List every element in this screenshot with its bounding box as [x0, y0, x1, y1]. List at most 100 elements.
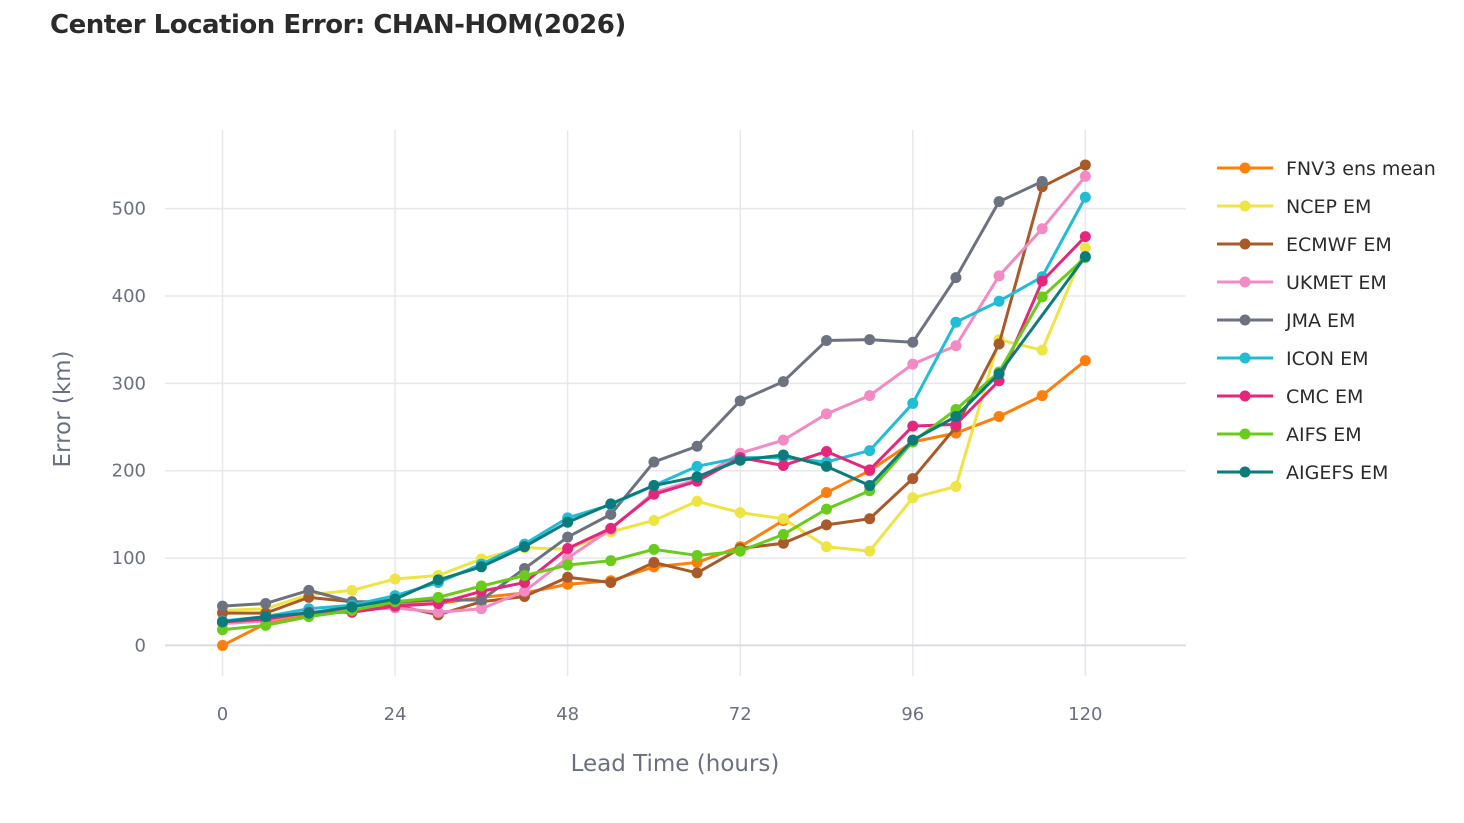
data-point[interactable] [864, 334, 876, 346]
data-point[interactable] [864, 464, 876, 476]
data-point[interactable] [907, 397, 919, 409]
data-point[interactable] [1036, 223, 1048, 235]
data-point[interactable] [907, 473, 919, 485]
data-point[interactable] [475, 580, 487, 592]
data-point[interactable] [217, 639, 229, 651]
data-point[interactable] [605, 577, 617, 589]
data-point[interactable] [691, 549, 703, 561]
data-point[interactable] [605, 555, 617, 567]
data-point[interactable] [777, 376, 789, 388]
data-point[interactable] [777, 537, 789, 549]
data-point[interactable] [691, 567, 703, 579]
legend-item[interactable]: FNV3 ens mean [1217, 158, 1436, 180]
data-point[interactable] [820, 445, 832, 457]
data-point[interactable] [907, 420, 919, 432]
data-point[interactable] [648, 556, 660, 568]
data-point[interactable] [519, 570, 531, 582]
legend-item[interactable]: CMC EM [1217, 386, 1363, 408]
data-point[interactable] [864, 513, 876, 525]
legend-item[interactable]: JMA EM [1217, 310, 1355, 332]
data-point[interactable] [993, 411, 1005, 423]
data-point[interactable] [389, 573, 401, 585]
data-point[interactable] [475, 603, 487, 615]
legend-item[interactable]: AIGEFS EM [1217, 462, 1388, 484]
data-point[interactable] [648, 543, 660, 555]
legend-item[interactable]: ECMWF EM [1217, 234, 1392, 256]
data-point[interactable] [777, 513, 789, 525]
data-point[interactable] [734, 395, 746, 407]
data-point[interactable] [1079, 191, 1091, 203]
data-point[interactable] [1036, 344, 1048, 356]
legend-item[interactable]: UKMET EM [1217, 272, 1387, 294]
data-point[interactable] [1036, 275, 1048, 287]
data-point[interactable] [907, 434, 919, 446]
data-point[interactable] [648, 514, 660, 526]
legend-item[interactable]: NCEP EM [1217, 196, 1371, 218]
data-point[interactable] [950, 316, 962, 328]
data-point[interactable] [562, 559, 574, 571]
data-point[interactable] [1079, 159, 1091, 171]
data-point[interactable] [432, 606, 444, 618]
data-point[interactable] [1079, 170, 1091, 182]
data-point[interactable] [993, 196, 1005, 208]
data-point[interactable] [777, 434, 789, 446]
data-point[interactable] [864, 390, 876, 402]
data-point[interactable] [993, 338, 1005, 350]
data-point[interactable] [519, 585, 531, 597]
data-point[interactable] [950, 340, 962, 352]
data-point[interactable] [217, 600, 229, 612]
data-point[interactable] [734, 507, 746, 519]
data-point[interactable] [303, 607, 315, 619]
data-point[interactable] [605, 498, 617, 510]
data-point[interactable] [820, 503, 832, 515]
data-point[interactable] [260, 597, 272, 609]
data-point[interactable] [691, 471, 703, 483]
data-point[interactable] [734, 545, 746, 557]
data-point[interactable] [820, 487, 832, 499]
data-point[interactable] [820, 519, 832, 531]
data-point[interactable] [907, 336, 919, 348]
data-point[interactable] [519, 541, 531, 553]
data-point[interactable] [820, 541, 832, 553]
data-point[interactable] [1036, 291, 1048, 303]
data-point[interactable] [864, 445, 876, 457]
data-point[interactable] [777, 449, 789, 461]
data-point[interactable] [346, 584, 358, 596]
data-point[interactable] [1079, 355, 1091, 367]
data-point[interactable] [648, 488, 660, 500]
data-point[interactable] [432, 574, 444, 586]
data-point[interactable] [1036, 390, 1048, 402]
data-point[interactable] [777, 459, 789, 471]
data-point[interactable] [691, 495, 703, 507]
data-point[interactable] [1079, 242, 1091, 254]
data-point[interactable] [864, 480, 876, 492]
data-point[interactable] [648, 480, 660, 492]
data-point[interactable] [950, 272, 962, 284]
data-point[interactable] [605, 508, 617, 520]
data-point[interactable] [950, 418, 962, 430]
data-point[interactable] [260, 611, 272, 623]
data-point[interactable] [864, 545, 876, 557]
data-point[interactable] [820, 408, 832, 420]
data-point[interactable] [907, 358, 919, 370]
data-point[interactable] [1079, 231, 1091, 243]
data-point[interactable] [562, 542, 574, 554]
data-point[interactable] [691, 460, 703, 472]
data-point[interactable] [993, 295, 1005, 307]
data-point[interactable] [648, 456, 660, 468]
data-point[interactable] [605, 522, 617, 534]
legend-item[interactable]: AIFS EM [1217, 424, 1362, 446]
data-point[interactable] [475, 561, 487, 573]
data-point[interactable] [562, 516, 574, 528]
data-point[interactable] [475, 594, 487, 606]
data-point[interactable] [1036, 176, 1048, 188]
data-point[interactable] [562, 571, 574, 583]
data-point[interactable] [260, 619, 272, 631]
data-point[interactable] [820, 460, 832, 472]
data-point[interactable] [217, 624, 229, 636]
legend-item[interactable]: ICON EM [1217, 348, 1368, 370]
data-point[interactable] [907, 492, 919, 504]
data-point[interactable] [217, 616, 229, 628]
data-point[interactable] [691, 440, 703, 452]
data-point[interactable] [993, 270, 1005, 282]
